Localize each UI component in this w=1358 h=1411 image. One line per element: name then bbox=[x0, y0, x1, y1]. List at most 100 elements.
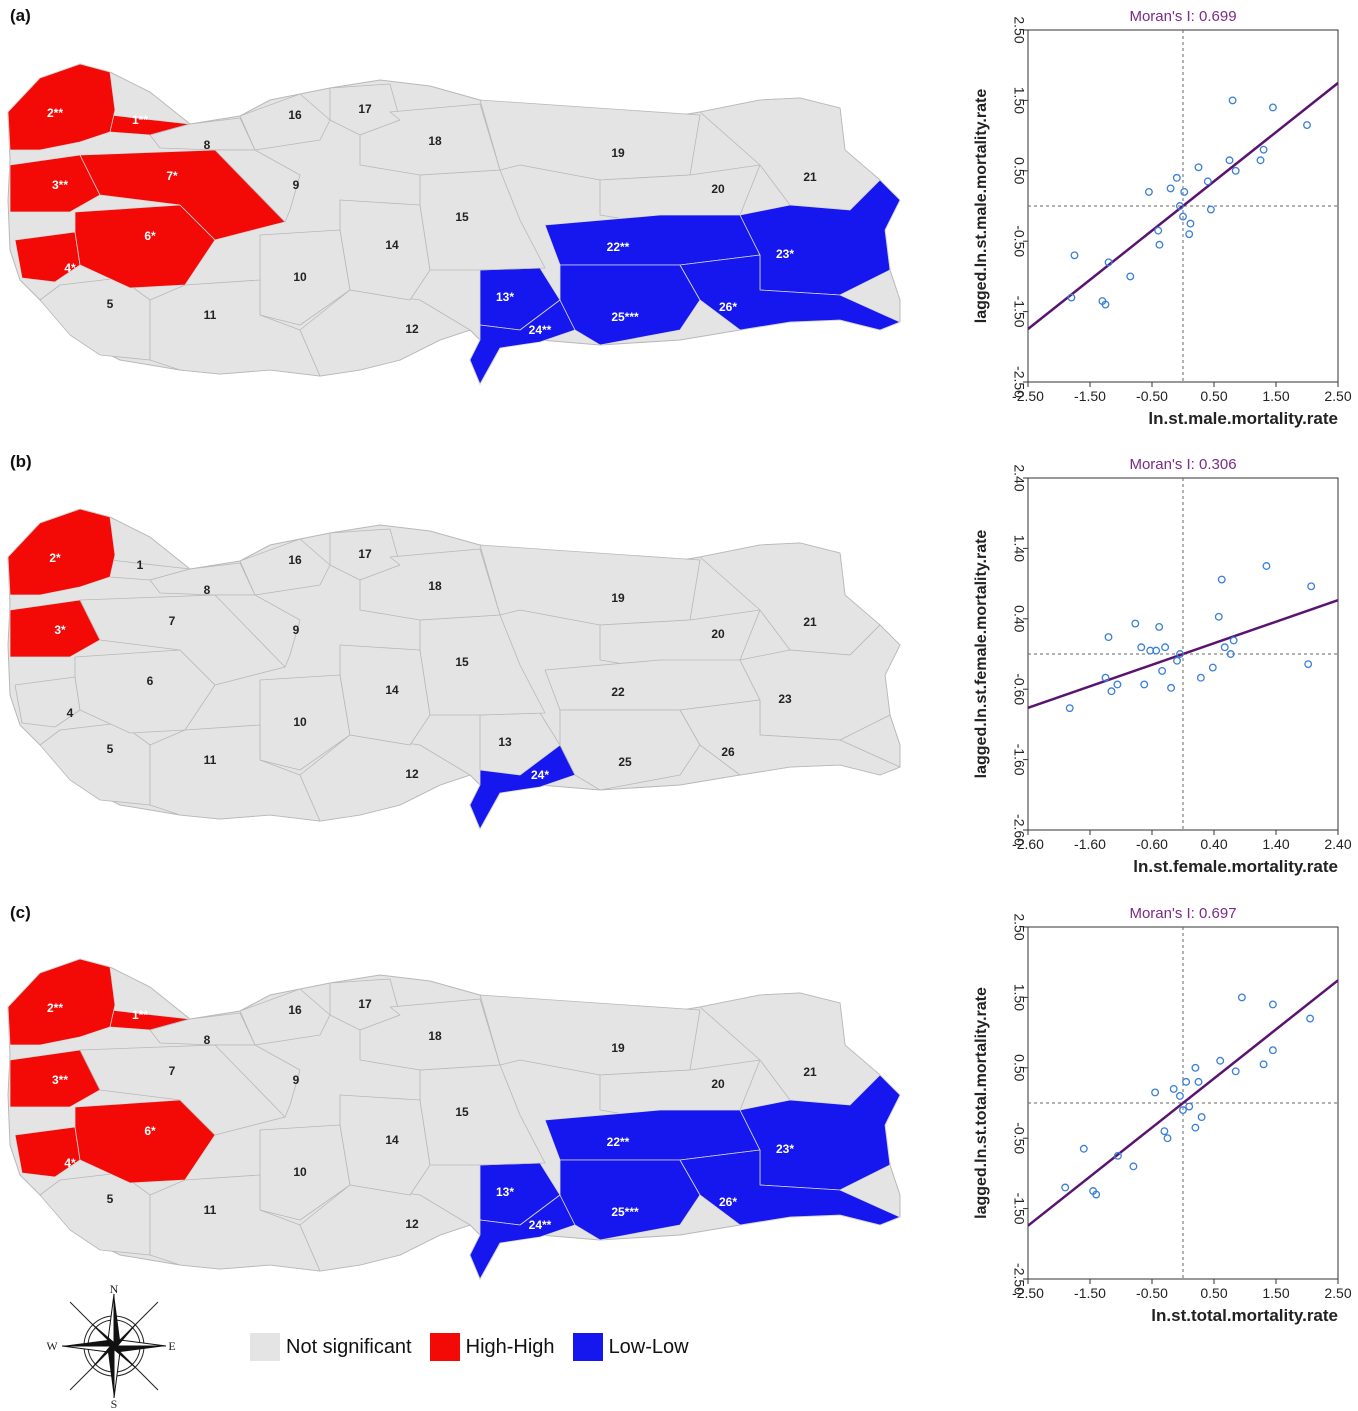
data-point-9 bbox=[1169, 1084, 1178, 1093]
data-point-22 bbox=[1229, 636, 1238, 645]
data-point-25 bbox=[1307, 582, 1316, 591]
data-point-14 bbox=[1191, 1063, 1200, 1072]
data-point-0 bbox=[1067, 293, 1076, 302]
region-label-15: 15 bbox=[455, 210, 469, 224]
region-label-20: 20 bbox=[711, 1077, 725, 1091]
region-label-1: 1 bbox=[137, 558, 144, 572]
compass-rose-icon: N S E W bbox=[46, 1282, 175, 1410]
region-label-5: 5 bbox=[107, 1192, 114, 1206]
data-point-13 bbox=[1167, 683, 1176, 692]
region-label-9: 9 bbox=[293, 1073, 300, 1087]
region-label-15: 15 bbox=[455, 655, 469, 669]
region-label-5: 5 bbox=[107, 297, 114, 311]
data-point-1 bbox=[1079, 1144, 1088, 1153]
region-16 bbox=[239, 93, 331, 151]
data-point-13 bbox=[1185, 1102, 1194, 1111]
region-9 bbox=[214, 1044, 301, 1118]
data-point-23 bbox=[1259, 145, 1268, 154]
y-tick-label: 2.40 bbox=[1011, 464, 1027, 491]
compass-s: S bbox=[111, 1397, 118, 1410]
x-tick-label: 1.40 bbox=[1262, 836, 1289, 852]
region-label-17: 17 bbox=[358, 547, 372, 561]
region-label-2: 2* bbox=[49, 551, 61, 565]
moran-scatterplot-total: Moran's I: 0.697 -2.50 -1.50 -0.50 0.50 1.50 2… bbox=[973, 905, 1352, 1325]
data-point-20 bbox=[1228, 96, 1237, 105]
region-label-21: 21 bbox=[803, 615, 817, 629]
region-label-1: 1** bbox=[132, 113, 148, 127]
region-label-2: 2** bbox=[47, 106, 63, 120]
region-9 bbox=[214, 149, 301, 223]
data-point-19 bbox=[1231, 1067, 1240, 1076]
chart-title: Moran's I: 0.697 bbox=[1129, 905, 1236, 922]
region-label-8: 8 bbox=[204, 138, 211, 152]
data-point-1 bbox=[1070, 251, 1079, 260]
region-label-3: 3** bbox=[52, 1073, 68, 1087]
region-15 bbox=[419, 1064, 546, 1166]
region-label-20: 20 bbox=[711, 627, 725, 641]
region-label-6: 6* bbox=[144, 229, 156, 243]
region-5 bbox=[39, 1172, 151, 1256]
x-tick-label: 2.40 bbox=[1324, 836, 1351, 852]
y-tick-label: -2.50 bbox=[1011, 366, 1027, 398]
data-point-10 bbox=[1172, 173, 1181, 182]
region-label-14: 14 bbox=[385, 1133, 399, 1147]
region-label-12: 12 bbox=[405, 1217, 419, 1231]
x-axis-label: ln.st.male.mortality.rate bbox=[1148, 409, 1338, 428]
region-24 bbox=[469, 744, 576, 830]
region-3 bbox=[9, 1049, 101, 1108]
data-point-12 bbox=[1182, 1077, 1191, 1086]
x-tick-label: -2.60 bbox=[1012, 836, 1044, 852]
region-label-10: 10 bbox=[293, 715, 307, 729]
data-point-18 bbox=[1214, 612, 1223, 621]
region-22 bbox=[544, 1109, 761, 1161]
data-point-11 bbox=[1158, 666, 1167, 675]
data-point-3 bbox=[1101, 300, 1110, 309]
region-label-13: 13 bbox=[498, 735, 512, 749]
data-point-3 bbox=[1092, 1190, 1101, 1199]
data-point-11 bbox=[1179, 1106, 1187, 1114]
region-15 bbox=[419, 614, 546, 716]
compass-e: E bbox=[168, 1339, 175, 1353]
x-tick-label: 0.40 bbox=[1200, 836, 1227, 852]
region-label-26: 26 bbox=[721, 745, 735, 759]
x-tick-label: -0.60 bbox=[1136, 836, 1168, 852]
data-point-4 bbox=[1113, 680, 1122, 689]
data-point-24 bbox=[1304, 660, 1313, 669]
x-axis-label: ln.st.female.mortality.rate bbox=[1133, 857, 1338, 876]
region-label-11: 11 bbox=[204, 753, 217, 767]
data-point-17 bbox=[1208, 663, 1217, 672]
y-tick-label: -0.60 bbox=[1011, 673, 1027, 705]
region-5 bbox=[39, 277, 151, 361]
x-tick-label: -1.60 bbox=[1074, 836, 1106, 852]
legend-label-low-low: Low-Low bbox=[608, 1335, 689, 1358]
region-4 bbox=[14, 676, 81, 728]
data-point-13 bbox=[1180, 187, 1189, 196]
data-point-4 bbox=[1104, 258, 1113, 267]
region-label-22: 22** bbox=[607, 240, 630, 254]
data-point-22 bbox=[1268, 1046, 1277, 1055]
region-21 bbox=[699, 992, 881, 1106]
region-5 bbox=[39, 722, 151, 806]
region-label-5: 5 bbox=[107, 742, 114, 756]
chart-title: Moran's I: 0.306 bbox=[1129, 456, 1236, 473]
region-label-11: 11 bbox=[204, 308, 217, 322]
legend-swatch-low-low bbox=[572, 1333, 603, 1361]
data-point-0 bbox=[1065, 704, 1074, 713]
y-tick-label: -0.50 bbox=[1011, 225, 1027, 257]
y-tick-label: 1.40 bbox=[1011, 535, 1027, 562]
region-16 bbox=[239, 988, 331, 1046]
x-tick-label: -1.50 bbox=[1074, 388, 1106, 404]
region-label-25: 25*** bbox=[611, 310, 639, 324]
data-point-21 bbox=[1226, 650, 1235, 658]
region-label-13: 13* bbox=[496, 1185, 514, 1199]
legend-label-high-high: High-High bbox=[465, 1335, 555, 1358]
legend-label-not-significant: Not significant bbox=[286, 1335, 412, 1358]
y-axis-label: lagged.ln.st.female.mortality.rate bbox=[973, 530, 990, 779]
data-point-12 bbox=[1161, 643, 1170, 652]
region-label-16: 16 bbox=[288, 108, 302, 122]
region-2 bbox=[7, 508, 116, 596]
legend: Not significant High-High Low-Low bbox=[250, 1330, 707, 1364]
data-point-21 bbox=[1231, 166, 1240, 175]
region-label-13: 13* bbox=[496, 290, 514, 304]
